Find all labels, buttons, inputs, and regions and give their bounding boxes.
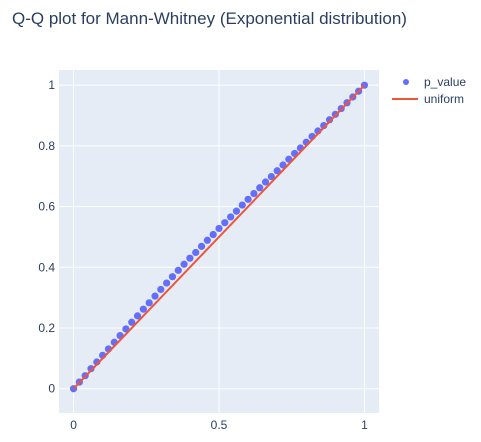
x-tick-label: 1 — [361, 418, 368, 432]
scatter-point — [320, 121, 328, 130]
scatter-point — [122, 325, 130, 333]
scatter-point — [215, 224, 223, 233]
y-tick-label: 0.6 — [38, 200, 55, 214]
y-axis-ticks: 0 0.2 0.4 0.6 0.8 1 — [38, 78, 55, 396]
y-tick-label: 0.4 — [38, 260, 55, 274]
scatter-point — [168, 273, 177, 281]
scatter-point — [325, 116, 334, 124]
scatter-point — [261, 178, 270, 186]
scatter-point — [221, 219, 229, 227]
scatter-point — [186, 254, 194, 262]
scatter-point — [273, 167, 281, 175]
scatter-point — [151, 292, 159, 300]
scatter-point — [256, 184, 264, 192]
scatter-point — [139, 305, 147, 313]
legend-label-uniform: uniform — [424, 92, 464, 106]
legend[interactable]: p_value uniform — [392, 75, 466, 106]
scatter-point — [250, 189, 258, 198]
chart-title: Q-Q plot for Mann-Whitney (Exponential d… — [12, 9, 407, 28]
scatter-point — [128, 318, 136, 326]
scatter-point — [180, 260, 188, 268]
uniform-series — [72, 84, 366, 390]
scatter-point — [244, 195, 252, 203]
scatter-point — [192, 248, 200, 257]
x-axis-ticks: 0 0.5 1 — [70, 418, 368, 432]
scatter-point — [203, 236, 211, 244]
scatter-point — [197, 242, 206, 250]
y-tick-label: 0.2 — [38, 321, 55, 335]
scatter-point — [232, 207, 241, 215]
y-tick-label: 1 — [48, 78, 55, 92]
scatter-point — [209, 230, 217, 239]
legend-label-p-value: p_value — [424, 75, 466, 89]
scatter-point — [133, 312, 142, 320]
scatter-point — [279, 161, 287, 169]
x-tick-label: 0 — [70, 418, 77, 432]
scatter-point — [227, 213, 235, 221]
scatter-point — [174, 266, 182, 274]
scatter-point — [238, 201, 246, 209]
y-tick-label: 0.8 — [38, 139, 55, 153]
uniform-reference-line — [72, 84, 366, 390]
scatter-point — [267, 172, 275, 181]
x-tick-label: 0.5 — [211, 418, 228, 432]
legend-marker-p-value — [403, 79, 409, 85]
scatter-point — [157, 285, 165, 294]
scatter-point — [87, 365, 95, 373]
grid — [59, 70, 379, 413]
scatter-point — [163, 279, 171, 287]
y-tick-label: 0 — [48, 382, 55, 396]
scatter-point — [145, 299, 153, 307]
